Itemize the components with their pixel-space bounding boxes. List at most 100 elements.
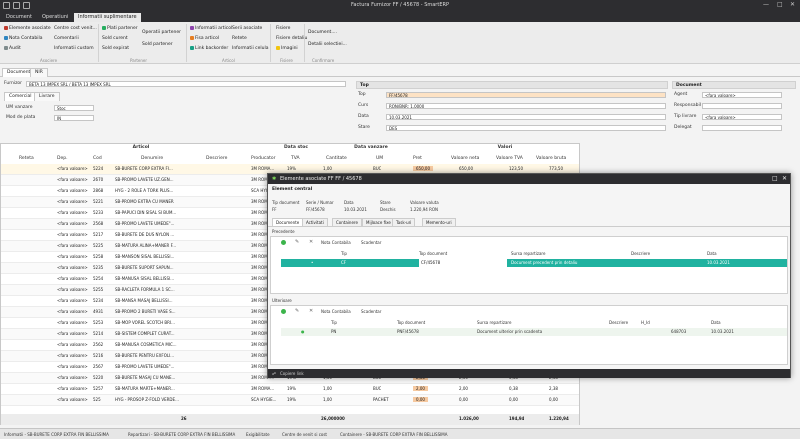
print-icon[interactable] [23,2,30,9]
status-repartizari[interactable]: Repartizari - SB-BURETE CORP EXTRA FIN B… [128,432,236,437]
column-header-descriere[interactable]: Descriere [206,156,228,161]
cell-cod[interactable]: 5234 [93,298,104,303]
column-header-reteta[interactable]: Reteta [19,156,34,161]
cell-producator[interactable]: 3M ROMA... [251,232,275,237]
cell-denumire[interactable]: SB-PAPUCI DIN SISAL SI BUM... [115,210,177,215]
cell-um[interactable]: BUC [373,166,382,171]
cell-cod[interactable]: 5224 [93,166,104,171]
column-header-cantitate[interactable]: Cantitate [326,156,347,161]
informatii-celula-button[interactable]: Informatii celula [232,46,269,51]
sold-partener-button[interactable]: Sold partener [142,42,173,47]
cell-cantitate[interactable]: 1,00 [323,166,332,171]
cell-producator[interactable]: 3M ROMA... [251,298,275,303]
cell-valoare-tva[interactable]: 123,50 [509,166,523,171]
cell-producator[interactable]: SCA HYGIE... [251,397,277,402]
cell-dep[interactable]: <fara valoare> [57,353,88,358]
edit-icon[interactable]: ✎ [295,239,300,245]
cell-cod[interactable]: 5254 [93,276,104,281]
cell-cod[interactable]: 5255 [93,287,104,292]
cell-dep[interactable]: <fara valoare> [57,375,88,380]
retete-button[interactable]: Retete [232,36,247,41]
ulterioare-row[interactable]: ● PN PNF/45678 Document ulterior prin sc… [281,328,787,336]
cell-dep[interactable]: <fara valoare> [57,210,88,215]
cell-denumire[interactable]: SB-RACLETA FORMULA 1 SC... [115,287,175,292]
add-icon[interactable] [281,309,286,314]
cell-denumire[interactable]: SB-PROMO EXTRA CU MANER [115,199,174,204]
cell-producator[interactable]: 3M ROMA... [251,386,275,391]
operatii-partener-button[interactable]: Operatii partener [142,30,181,35]
tab-doc-nir[interactable]: NIR [30,68,48,77]
serii-asociate-button[interactable]: Serii asociate [232,26,263,31]
centre-cost-button[interactable]: Centre cost venit... [54,26,97,31]
cell-um[interactable]: BUC [373,386,382,391]
cell-denumire[interactable]: SB-PROMO LAVETE UMEDE"... [115,221,175,226]
cell-producator[interactable]: 3M ROMA... [251,199,275,204]
link-backorder-button[interactable]: Link backorder [190,46,228,51]
tab-document[interactable]: Document [6,14,32,20]
cell-producator[interactable]: 3M ROMA... [251,287,275,292]
um-vanzare-select[interactable]: Stoc [54,105,94,111]
cell-dep[interactable]: <fara valoare> [57,265,88,270]
cell-cod[interactable]: 5221 [93,199,104,204]
edit-icon[interactable]: ✎ [295,308,300,314]
nota-contabila-button[interactable]: Nota Contabila [321,240,351,245]
cell-valoare-bruta[interactable]: 2,38 [549,386,558,391]
status-exigibilitate[interactable]: Exigibilitate [246,432,270,437]
cell-denumire[interactable]: SB-PROMO 2 BURETI VASE S... [115,309,176,314]
cell-valoare-neta[interactable]: 0,00 [459,397,468,402]
cell-producator[interactable]: 3M ROMA... [251,265,275,270]
scadentar-button[interactable]: Scadentar [361,240,382,245]
status-centre[interactable]: Centre de venit si cost [282,432,327,437]
cell-um[interactable]: PACHET [373,397,389,402]
status-containere[interactable]: Containere - SB-BURETE CORP EXTRA FIN BE… [340,432,448,437]
column-header-valoare-neta[interactable]: Valoare neta [451,156,480,161]
cell-denumire[interactable]: SB-MANUSA COSMETICA MIC... [115,342,177,347]
cell-valoare-neta[interactable]: 2,00 [459,386,468,391]
cell-denumire[interactable]: SB-MANSON SISAL BELLISSI... [115,254,175,259]
close-icon[interactable]: ✕ [790,1,796,8]
audit-button[interactable]: Audit [4,46,21,51]
cell-cod[interactable]: 5258 [93,254,104,259]
sold-curent-button[interactable]: Sold curent [102,36,128,41]
save-icon[interactable] [13,2,20,9]
cell-dep[interactable]: <fara valoare> [57,232,88,237]
cell-cod[interactable]: 2670 [93,177,104,182]
column-header-valoare-bruta[interactable]: Valoare bruta [536,156,567,161]
cell-producator[interactable]: 3M ROMA... [251,320,275,325]
cell-dep[interactable]: <fara valoare> [57,177,88,182]
dialog-tab-memento-uri[interactable]: Memento-uri [422,218,456,226]
cell-cantitate[interactable]: 1,00 [323,386,332,391]
imagini-button[interactable]: Imagini [276,46,298,51]
tab-informatii-suplimentare[interactable]: Informatii suplimentare [74,13,141,22]
mod-plata-select[interactable]: IN [54,115,94,121]
cell-producator[interactable]: 3M ROMA... [251,221,275,226]
cell-denumire[interactable]: SB-MANUSA SISAL BELLISSI... [115,276,175,281]
cell-producator[interactable]: 3M ROMA... [251,276,275,281]
cell-producator[interactable]: 3M ROMA... [251,309,275,314]
cell-producator[interactable]: 3M ROMA... [251,331,275,336]
delete-icon[interactable]: ✕ [309,308,314,314]
informatii-articol-button[interactable]: Informatii articol [190,26,232,31]
document-more-button[interactable]: Document.... [308,30,338,35]
cell-dep[interactable]: <fara valoare> [57,298,88,303]
cell-dep[interactable]: <fara valoare> [57,364,88,369]
cell-cod[interactable]: 525 [93,397,101,402]
cell-tva[interactable]: 19% [287,166,296,171]
subtab-livrare[interactable]: Livrare [34,92,60,101]
cell-dep[interactable]: <fara valoare> [57,287,88,292]
cell-denumire[interactable]: SB-SISTEM COMPLET CURAT... [115,331,175,336]
cell-denumire[interactable]: SB-PROMO LAVETE UMEDE"... [115,364,175,369]
cell-cod[interactable]: 5225 [93,243,104,248]
minimize-icon[interactable]: — [763,1,769,8]
curs-field[interactable]: RON/BNR: 1,0000 [386,103,666,109]
precedente-row[interactable]: • CF CF/45678 Document precedent prin de… [281,259,787,267]
cell-dep[interactable]: <fara valoare> [57,221,88,226]
cell-cod[interactable]: 2568 [93,221,104,226]
cell-denumire[interactable]: SB-PROMO LAVETE UZ.GEN... [115,177,174,182]
plati-partener-button[interactable]: Plati partener [102,26,138,31]
tab-operatiuni[interactable]: Operatiuni [42,14,69,20]
cell-producator[interactable]: 3M ROMA... [251,243,275,248]
cell-producator[interactable]: 3M ROMA... [251,364,275,369]
cell-cod[interactable]: 2562 [93,342,104,347]
dialog-tab-mijloace-fixe[interactable]: Mijloace fixe [362,218,395,226]
